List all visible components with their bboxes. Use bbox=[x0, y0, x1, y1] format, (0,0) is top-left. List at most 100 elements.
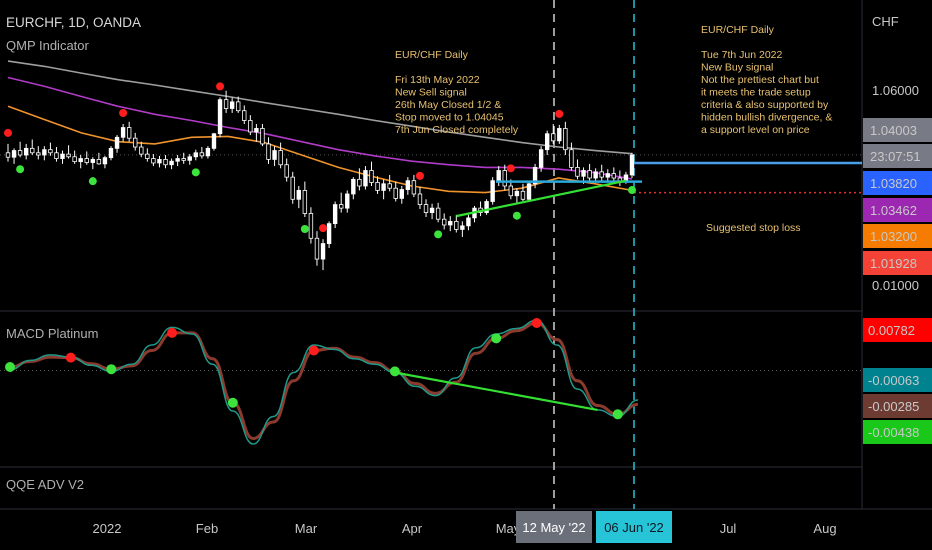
candle-body bbox=[5, 152, 11, 158]
macd-divergence-line bbox=[394, 371, 598, 411]
macd-sell-dot bbox=[308, 345, 319, 356]
date-marker-2-bg bbox=[596, 511, 672, 543]
annotation-line: EUR/CHF Daily bbox=[701, 24, 775, 36]
candle-body bbox=[120, 127, 126, 138]
macd-sell-dot bbox=[65, 352, 76, 363]
candle-body bbox=[139, 146, 144, 155]
price-badge-bg bbox=[863, 251, 932, 275]
currency-label: CHF bbox=[872, 14, 899, 29]
time-axis[interactable]: 2022 Feb Mar Apr May Jul Aug bbox=[93, 521, 837, 536]
candle-body bbox=[599, 171, 604, 178]
candle-body bbox=[193, 152, 199, 158]
candle-body bbox=[284, 164, 289, 178]
candle-body bbox=[205, 147, 211, 157]
candle-body bbox=[66, 153, 71, 158]
candle-body bbox=[508, 185, 514, 197]
macd-badge: 0.00782 bbox=[868, 323, 915, 338]
candle-body bbox=[339, 204, 344, 209]
candle-body bbox=[260, 128, 265, 145]
time-tick-label: Feb bbox=[196, 521, 218, 536]
candle-body bbox=[351, 178, 356, 195]
price-pane[interactable] bbox=[0, 60, 862, 271]
candle-body bbox=[11, 150, 17, 158]
buy-signal-dot bbox=[512, 211, 521, 220]
candle-body bbox=[223, 99, 229, 109]
candle-body bbox=[569, 149, 574, 168]
time-tick-label: 2022 bbox=[93, 521, 122, 536]
candle-body bbox=[36, 152, 41, 156]
candle-body bbox=[320, 243, 326, 260]
candle-body bbox=[526, 183, 532, 200]
price-badges: 1.04003 23:07:51 1.03820 1.03462 1.03200 1.01… bbox=[863, 118, 932, 275]
macd-badge: -0.00285 bbox=[868, 399, 919, 414]
candle-body bbox=[60, 153, 65, 159]
candle-body bbox=[551, 133, 556, 142]
candle-body bbox=[496, 170, 501, 182]
macd-badge-bg bbox=[863, 318, 932, 342]
candle-body bbox=[538, 149, 544, 168]
macd-buy-dot bbox=[612, 409, 623, 420]
candle-body bbox=[454, 221, 459, 230]
candle-body bbox=[242, 110, 247, 121]
candle-body bbox=[102, 157, 108, 165]
candle-body bbox=[169, 160, 174, 166]
candle-body bbox=[593, 171, 598, 179]
candle-body bbox=[72, 156, 77, 163]
annotation-line: EUR/CHF Daily bbox=[395, 49, 469, 61]
candle-body bbox=[42, 149, 47, 156]
annotation-line: Stop moved to 1.04045 bbox=[395, 112, 504, 124]
macd-badge: -0.00063 bbox=[868, 373, 919, 388]
candle-body bbox=[605, 173, 610, 178]
time-tick-label: Jul bbox=[720, 521, 737, 536]
annotation-line: it meets the trade setup bbox=[701, 87, 811, 99]
candle-body bbox=[326, 223, 332, 244]
price-badge-bg bbox=[863, 118, 932, 142]
candle-body bbox=[290, 176, 295, 200]
macd-indicator-label[interactable]: MACD Platinum bbox=[6, 326, 98, 341]
annotation-line: Tue 7th Jun 2022 bbox=[701, 49, 782, 61]
qmp-indicator-label[interactable]: QMP Indicator bbox=[6, 38, 90, 53]
macd-pane[interactable] bbox=[0, 318, 862, 445]
candle-body bbox=[423, 204, 429, 213]
candle-body bbox=[114, 136, 120, 149]
candle-body bbox=[108, 147, 114, 159]
ma-gray-line bbox=[7, 60, 633, 155]
candle-body bbox=[375, 182, 380, 191]
candle-body bbox=[48, 149, 53, 154]
stop-loss-label: Suggested stop loss bbox=[706, 222, 801, 234]
candle-body bbox=[266, 143, 271, 160]
date-marker-1: 12 May '22 bbox=[522, 520, 585, 535]
macd-sell-dot bbox=[167, 327, 178, 338]
time-tick-label: Mar bbox=[295, 521, 318, 536]
candle-body bbox=[629, 154, 635, 176]
candle-body bbox=[557, 128, 562, 142]
candle-body bbox=[611, 173, 617, 179]
sell-signal-dot bbox=[216, 82, 225, 91]
candle-body bbox=[254, 128, 259, 133]
candle-body bbox=[296, 190, 301, 200]
annotation-line: New Sell signal bbox=[395, 87, 467, 99]
qqe-indicator-label[interactable]: QQE ADV V2 bbox=[6, 477, 84, 492]
candle-body bbox=[502, 170, 507, 187]
sell-signal-dot bbox=[4, 128, 12, 137]
candle-body bbox=[345, 193, 350, 209]
buy-signal-dot bbox=[434, 230, 443, 239]
candle-body bbox=[199, 152, 205, 157]
price-badge: 1.04003 bbox=[870, 123, 917, 138]
price-badge: 1.03820 bbox=[870, 176, 917, 191]
price-badge: 1.03462 bbox=[870, 203, 917, 218]
macd-buy-dot bbox=[227, 397, 238, 408]
macd-buy-dot bbox=[389, 366, 400, 377]
symbol-title[interactable]: EURCHF, 1D, OANDA bbox=[6, 15, 141, 30]
candle-body bbox=[532, 166, 538, 185]
candle-body bbox=[126, 127, 132, 139]
annotation-line: a support level on price bbox=[701, 124, 810, 136]
candle-body bbox=[133, 137, 138, 148]
annotation-line: 7th Jun Closed completely bbox=[395, 124, 519, 136]
price-badge-bg bbox=[863, 144, 932, 168]
candle-body bbox=[393, 187, 398, 199]
candle-body bbox=[308, 213, 314, 239]
sell-signal-dot bbox=[506, 164, 515, 173]
sell-signal-dot bbox=[555, 109, 564, 118]
